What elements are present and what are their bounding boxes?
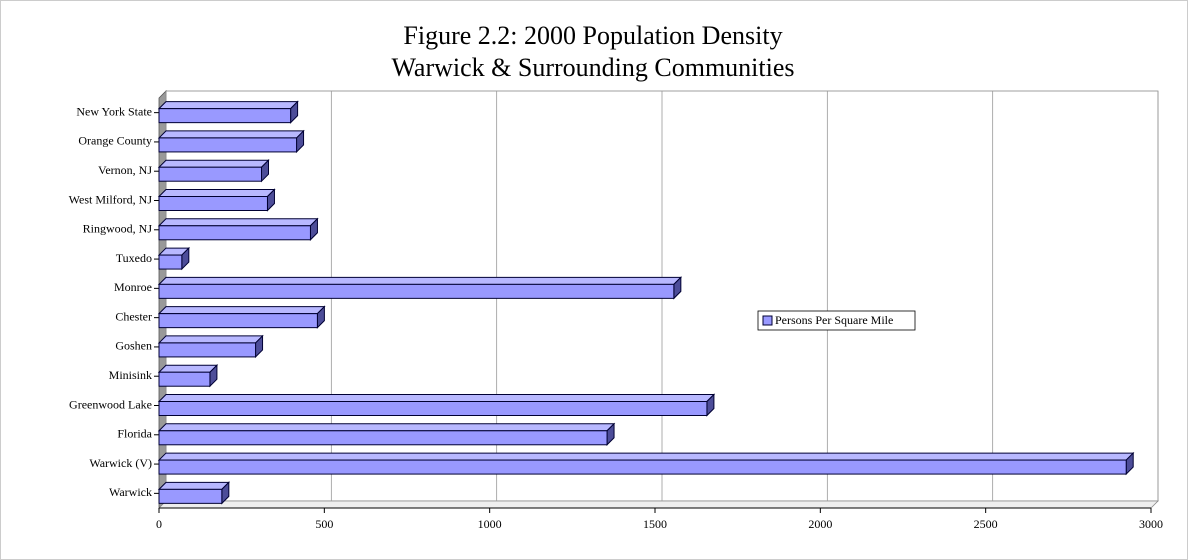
bar-top (157, 306, 326, 315)
bar-top (157, 218, 319, 227)
y-tick-label: Minisink (109, 368, 152, 382)
left-wall (158, 90, 167, 509)
bar-top (157, 130, 305, 139)
bar (158, 137, 298, 153)
y-tick-label: Goshen (115, 339, 152, 353)
bar-top (157, 276, 683, 285)
chart-subtitle: Warwick & Surrounding Communities (391, 53, 794, 82)
bar (158, 196, 268, 211)
bar-top (157, 189, 276, 197)
bar (158, 430, 608, 446)
y-tick-label: Monroe (114, 280, 152, 294)
bar (158, 488, 223, 504)
bar (158, 283, 675, 299)
legend-box (757, 310, 916, 331)
bar (158, 225, 311, 241)
bar-top (157, 394, 716, 402)
bar-top (157, 335, 264, 344)
bar (158, 254, 183, 270)
y-tick-label: New York State (76, 104, 152, 118)
y-tick-label: Warwick (V) (89, 456, 152, 470)
bar (158, 459, 1127, 475)
bar-top (157, 452, 1135, 461)
y-tick-label: Orange County (78, 134, 152, 148)
bar (158, 371, 211, 387)
bar (158, 342, 257, 358)
x-tick-label: 2500 (974, 517, 998, 531)
legend-swatch (762, 315, 773, 326)
x-tick-label: 1500 (643, 517, 667, 531)
y-tick-label: Florida (117, 427, 152, 441)
bar-top (157, 481, 231, 490)
chart-title: Figure 2.2: 2000 Population Density (403, 21, 782, 50)
y-tick-label: Greenwood Lake (69, 397, 152, 411)
y-tick-label: Vernon, NJ (98, 163, 152, 177)
x-tick-label: 500 (315, 517, 333, 531)
bar-top (157, 101, 299, 110)
x-tick-label: 2000 (808, 517, 832, 531)
y-tick-label: Chester (115, 309, 152, 323)
y-tick-label: West Milford, NJ (69, 192, 153, 206)
bar-top (157, 423, 616, 432)
bar (158, 108, 292, 124)
x-tick-label: 1000 (478, 517, 502, 531)
floor (158, 500, 1159, 509)
legend-label: Persons Per Square Mile (775, 313, 893, 327)
bar (158, 166, 263, 182)
bar-top (157, 364, 219, 373)
x-tick-label: 0 (156, 517, 162, 531)
bar-top (157, 159, 270, 168)
y-tick-label: Tuxedo (116, 251, 152, 265)
bar (158, 313, 318, 329)
x-tick-label: 3000 (1139, 517, 1163, 531)
y-tick-label: Ringwood, NJ (83, 222, 153, 236)
y-tick-label: Warwick (109, 485, 152, 499)
bar (158, 401, 708, 416)
